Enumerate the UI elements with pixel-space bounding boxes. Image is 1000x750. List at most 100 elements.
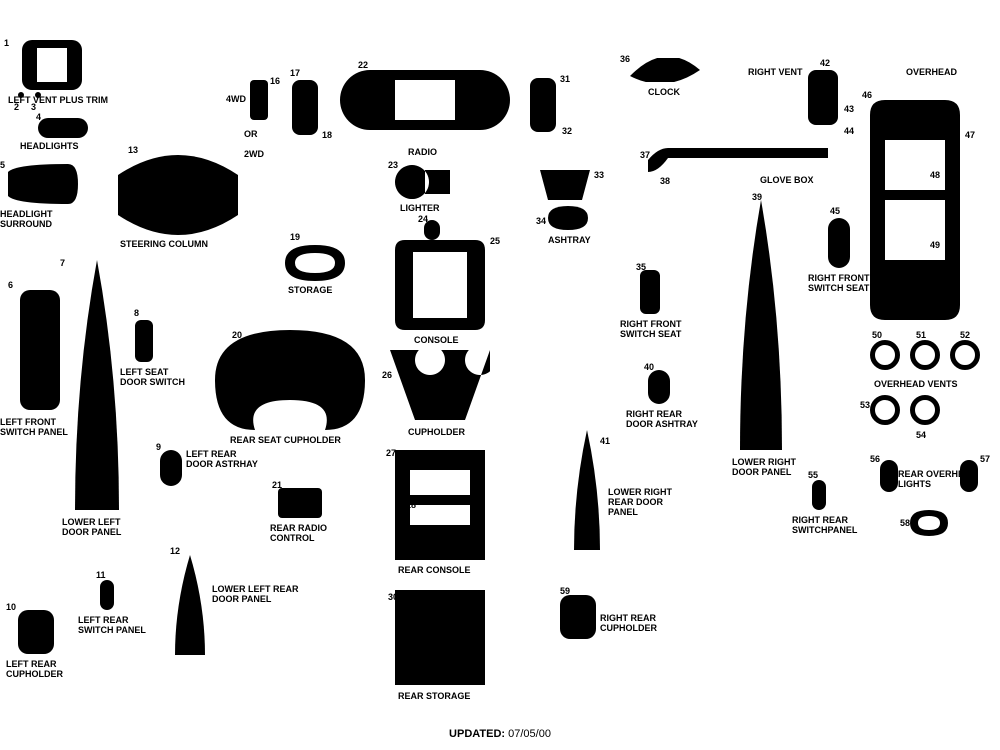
callout-number-56: 56 [870, 454, 880, 464]
callout-number-41: 41 [600, 436, 610, 446]
label-left-rear-switch-panel: LEFT REAR SWITCH PANEL [78, 616, 146, 636]
callout-number-11: 11 [96, 570, 106, 580]
label-2wd-label: OR 2WD [244, 130, 264, 160]
callout-number-3: 3 [31, 102, 36, 112]
diagram-stage: 1LEFT VENT PLUS TRIM234HEADLIGHTS5HEADLI… [0, 0, 1000, 750]
lighter [395, 165, 450, 199]
label-overhead-vent-2: OVERHEAD VENTS [874, 380, 958, 390]
label-rear-overhead-light-r: REAR OVERHEAD LIGHTS [898, 470, 977, 490]
callout-number-33: 33 [594, 170, 604, 180]
right-front-switch-seat-small [640, 270, 660, 314]
right-rear-cupholder [560, 595, 596, 639]
callout-number-23: 23 [388, 160, 398, 170]
left-seat-door-switch [135, 320, 153, 362]
4wd-2wd [250, 80, 268, 120]
left-rear-door-ashtray [160, 450, 182, 486]
label-lower-left-rear-door-panel: LOWER LEFT REAR DOOR PANEL [212, 585, 299, 605]
callout-number-49: 49 [930, 240, 940, 250]
callout-number-6: 6 [8, 280, 13, 290]
label-lower-left-door-panel: LOWER LEFT DOOR PANEL [62, 518, 121, 538]
callout-number-7: 7 [60, 258, 65, 268]
label-cupholder: CUPHOLDER [408, 428, 465, 438]
rear-storage [395, 590, 485, 685]
callout-number-52: 52 [960, 330, 970, 340]
callout-number-22: 22 [358, 60, 368, 70]
label-4wd-2wd: 4WD [226, 95, 246, 105]
callout-number-35: 35 [636, 262, 646, 272]
glove-box [648, 148, 828, 172]
label-headlights: HEADLIGHTS [20, 142, 79, 152]
callout-number-42: 42 [820, 58, 830, 68]
label-rear-console: REAR CONSOLE [398, 566, 471, 576]
rear-radio-control [278, 488, 322, 518]
callout-number-2: 2 [14, 102, 19, 112]
left-vent-plus-trim [22, 40, 82, 90]
callout-number-29: 29 [406, 530, 416, 540]
callout-number-21: 21 [272, 480, 282, 490]
callout-number-18: 18 [322, 130, 332, 140]
overhead [870, 100, 960, 320]
callout-number-28: 28 [406, 500, 416, 510]
clock [630, 58, 700, 82]
label-lower-right-rear-door-panel: LOWER RIGHT REAR DOOR PANEL [608, 488, 672, 518]
left-rear-cupholder [18, 610, 54, 654]
label-console: CONSOLE [414, 336, 459, 346]
label-clock: CLOCK [648, 88, 680, 98]
callout-number-50: 50 [872, 330, 882, 340]
lower-left-door-panel [75, 260, 120, 510]
callout-number-48: 48 [930, 170, 940, 180]
ashtray-a [540, 170, 590, 200]
callout-number-57: 57 [980, 454, 990, 464]
callout-number-4: 4 [36, 112, 41, 122]
right-rear-switch-panel [812, 480, 826, 510]
callout-number-1: 1 [4, 38, 9, 48]
callout-number-54: 54 [916, 430, 926, 440]
callout-number-46: 46 [862, 90, 872, 100]
right-vent [808, 70, 838, 125]
label-left-front-switch-panel: LEFT FRONT SWITCH PANEL [0, 418, 68, 438]
callout-number-12: 12 [170, 546, 180, 556]
left-front-switch-panel [20, 290, 60, 410]
label-left-vent-plus-trim: LEFT VENT PLUS TRIM [8, 96, 108, 106]
left-vent-b [35, 92, 41, 98]
ashtray [548, 206, 588, 230]
overhead-vent-1 [870, 340, 900, 370]
left-rear-switch-panel [100, 580, 114, 610]
label-rear-radio-control: REAR RADIO CONTROL [270, 524, 327, 544]
label-right-rear-door-ashtray: RIGHT REAR DOOR ASHTRAY [626, 410, 698, 430]
label-right-rear-cupholder: RIGHT REAR CUPHOLDER [600, 614, 657, 634]
callout-number-59: 59 [560, 586, 570, 596]
label-rear-storage: REAR STORAGE [398, 692, 470, 702]
label-right-front-switch-seat: RIGHT FRONT SWITCH SEAT [808, 274, 870, 294]
callout-number-51: 51 [916, 330, 926, 340]
lower-left-rear-door-panel [175, 555, 205, 655]
callout-number-39: 39 [752, 192, 762, 202]
label-lighter: LIGHTER [400, 204, 440, 214]
callout-number-43: 43 [844, 104, 854, 114]
callout-number-58: 58 [900, 518, 910, 528]
rear-overhead-light-l [880, 460, 898, 492]
label-steering-column: STEERING COLUMN [120, 240, 208, 250]
console [395, 240, 485, 330]
right-front-switch-seat [828, 218, 850, 268]
label-lower-right-door-panel: LOWER RIGHT DOOR PANEL [732, 458, 796, 478]
storage [285, 245, 345, 281]
callout-number-24: 24 [418, 214, 428, 224]
label-glove-box: GLOVE BOX [760, 176, 814, 186]
callout-number-27: 27 [386, 448, 396, 458]
headlight-surround [8, 164, 78, 204]
label-headlight-surround: HEADLIGHT SURROUND [0, 210, 53, 230]
callout-number-32: 32 [562, 126, 572, 136]
updated-footer: UPDATED: 07/05/00 [0, 728, 1000, 740]
callout-number-5: 5 [0, 160, 5, 170]
callout-number-30: 30 [388, 592, 398, 602]
callout-number-55: 55 [808, 470, 818, 480]
label-left-rear-cupholder: LEFT REAR CUPHOLDER [6, 660, 63, 680]
callout-number-53: 53 [860, 400, 870, 410]
right-radio-vent [530, 78, 556, 132]
label-right-vent: RIGHT VENT [748, 68, 803, 78]
label-right-front-switch-seat-small: RIGHT FRONT SWITCH SEAT [620, 320, 682, 340]
callout-number-40: 40 [644, 362, 654, 372]
overhead-vent-4 [870, 395, 900, 425]
cupholder [390, 350, 490, 420]
